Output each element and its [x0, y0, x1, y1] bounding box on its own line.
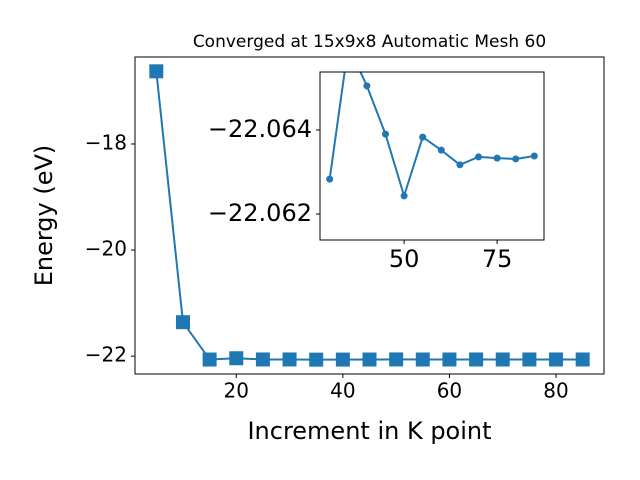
y-tick-label: −22.064 [208, 115, 312, 143]
marker [419, 133, 427, 141]
marker [522, 352, 537, 367]
marker [495, 352, 510, 367]
marker [389, 352, 404, 367]
y-tick-label: −22 [85, 343, 127, 367]
marker [415, 352, 430, 367]
marker [549, 352, 564, 367]
x-tick-label: 75 [482, 245, 513, 273]
marker [437, 146, 445, 154]
marker [282, 352, 297, 367]
marker [456, 161, 464, 169]
marker [493, 154, 501, 162]
plot-area [326, 72, 538, 200]
plot-area [149, 64, 590, 367]
marker [175, 315, 190, 330]
marker [149, 64, 164, 79]
marker [512, 155, 520, 163]
y-tick-label: −22.062 [208, 199, 312, 227]
marker [362, 352, 377, 367]
marker [255, 352, 270, 367]
marker [202, 352, 217, 367]
marker [469, 352, 484, 367]
marker [400, 192, 408, 200]
marker [326, 175, 334, 183]
chart-title: Converged at 15x9x8 Automatic Mesh 60 [193, 32, 546, 52]
marker [335, 352, 350, 367]
marker [475, 153, 483, 161]
y-axis-label: Energy (eV) [30, 145, 58, 287]
axes-frame [319, 71, 545, 241]
inset-background [320, 72, 544, 240]
x-tick-label: 80 [543, 379, 568, 403]
marker [309, 352, 324, 367]
marker [442, 352, 457, 367]
y-tick-label: −20 [85, 237, 127, 261]
x-tick-label: 60 [437, 379, 462, 403]
axes-frame [134, 56, 605, 375]
marker [530, 152, 538, 160]
x-tick-label: 20 [224, 379, 249, 403]
marker [575, 352, 590, 367]
x-tick-label: 50 [389, 245, 420, 273]
x-axis-label: Increment in K point [247, 417, 491, 445]
y-tick-label: −18 [85, 130, 127, 154]
marker [229, 351, 244, 366]
marker [363, 82, 371, 90]
x-tick-label: 40 [330, 379, 355, 403]
marker [381, 130, 389, 138]
